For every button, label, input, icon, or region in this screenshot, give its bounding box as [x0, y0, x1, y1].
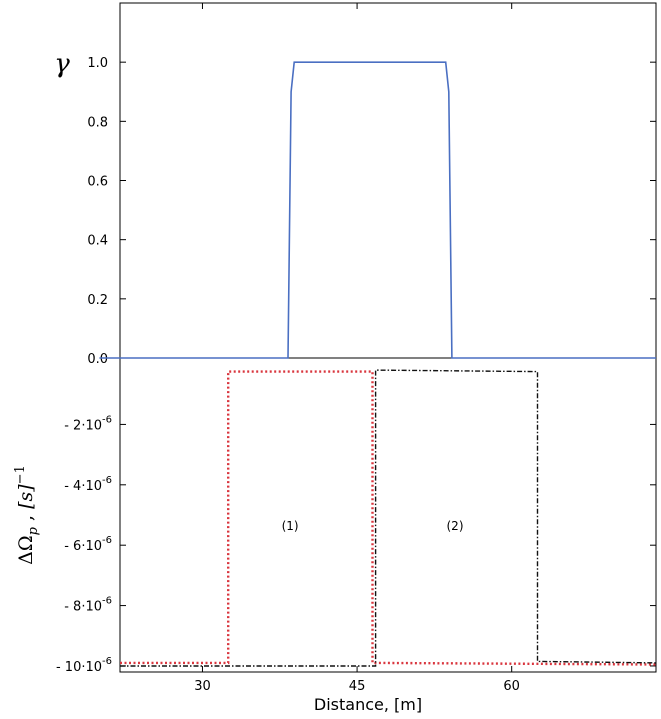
bottom-y-tick-label-base-4: - 10·10: [56, 660, 102, 675]
top-y-tick-label-1: 0.2: [87, 293, 108, 308]
bottom-y-tick-label-1: - 4·10-6: [64, 475, 112, 494]
top-y-tick-label-0: 0.0: [87, 352, 108, 367]
bottom-y-tick-label-3: - 8·10-6: [64, 596, 112, 615]
bottom-y-ticks: - 2·10-6- 4·10-6- 6·10-6- 8·10-6- 10·10-…: [56, 414, 656, 675]
bottom-y-tick-label-exp-2: -6: [102, 535, 112, 546]
bottom-y-tick-label-exp-4: -6: [102, 656, 112, 667]
bottom-y-axis-label-main: ΔΩ: [15, 535, 37, 564]
x-tick-label-2: 60: [503, 679, 520, 694]
x-ticks: 30 45 60: [194, 3, 520, 694]
x-tick-label-0: 30: [194, 679, 211, 694]
bottom-y-tick-label-base-2: - 6·10: [64, 539, 102, 554]
gamma-series-line-0: [99, 61, 656, 359]
bottom-y-tick-label-4: - 10·10-6: [56, 656, 112, 675]
bottom-y-axis-label-mid: ,: [15, 509, 37, 527]
bottom-y-axis-label-exp: −1: [13, 465, 28, 484]
bottom-y-tick-label-exp-1: -6: [102, 475, 112, 486]
annotation-1: (1): [282, 519, 299, 533]
top-y-tick-label-3: 0.6: [87, 175, 108, 190]
bottom-y-tick-label-exp-0: -6: [102, 414, 112, 425]
series-lines: [99, 61, 657, 667]
bottom-y-axis-label-unit: [s]: [15, 484, 37, 509]
bottom-y-axis-label: ΔΩp , [s]−1: [13, 465, 41, 565]
bottom-y-tick-label-base-0: - 2·10: [64, 418, 102, 433]
bottom-y-tick-label-0: - 2·10-6: [64, 414, 112, 433]
annotation-2: (2): [447, 519, 464, 533]
bottom-y-tick-label-base-3: - 8·10: [64, 600, 102, 615]
bottom-y-tick-label-exp-3: -6: [102, 596, 112, 607]
top-y-axis-label: γ: [54, 49, 70, 79]
x-axis-label: Distance, [m]: [314, 695, 422, 714]
series-2-dashdot-line: [120, 369, 657, 667]
series-1-dotted-line: [120, 370, 657, 666]
top-y-tick-label-5: 1.0: [87, 56, 108, 71]
bottom-y-axis-label-sub: p: [26, 526, 41, 535]
top-y-tick-label-2: 0.4: [87, 234, 108, 249]
annotations: (1) (2): [282, 519, 464, 533]
plot-frame: [119, 2, 657, 673]
top-y-tick-label-4: 0.8: [87, 115, 108, 130]
x-tick-label-1: 45: [349, 679, 366, 694]
bottom-y-tick-label-2: - 6·10-6: [64, 535, 112, 554]
top-y-ticks: 0.0 0.2 0.4 0.6 0.8 1.0: [87, 56, 656, 367]
bottom-y-tick-label-base-1: - 4·10: [64, 479, 102, 494]
